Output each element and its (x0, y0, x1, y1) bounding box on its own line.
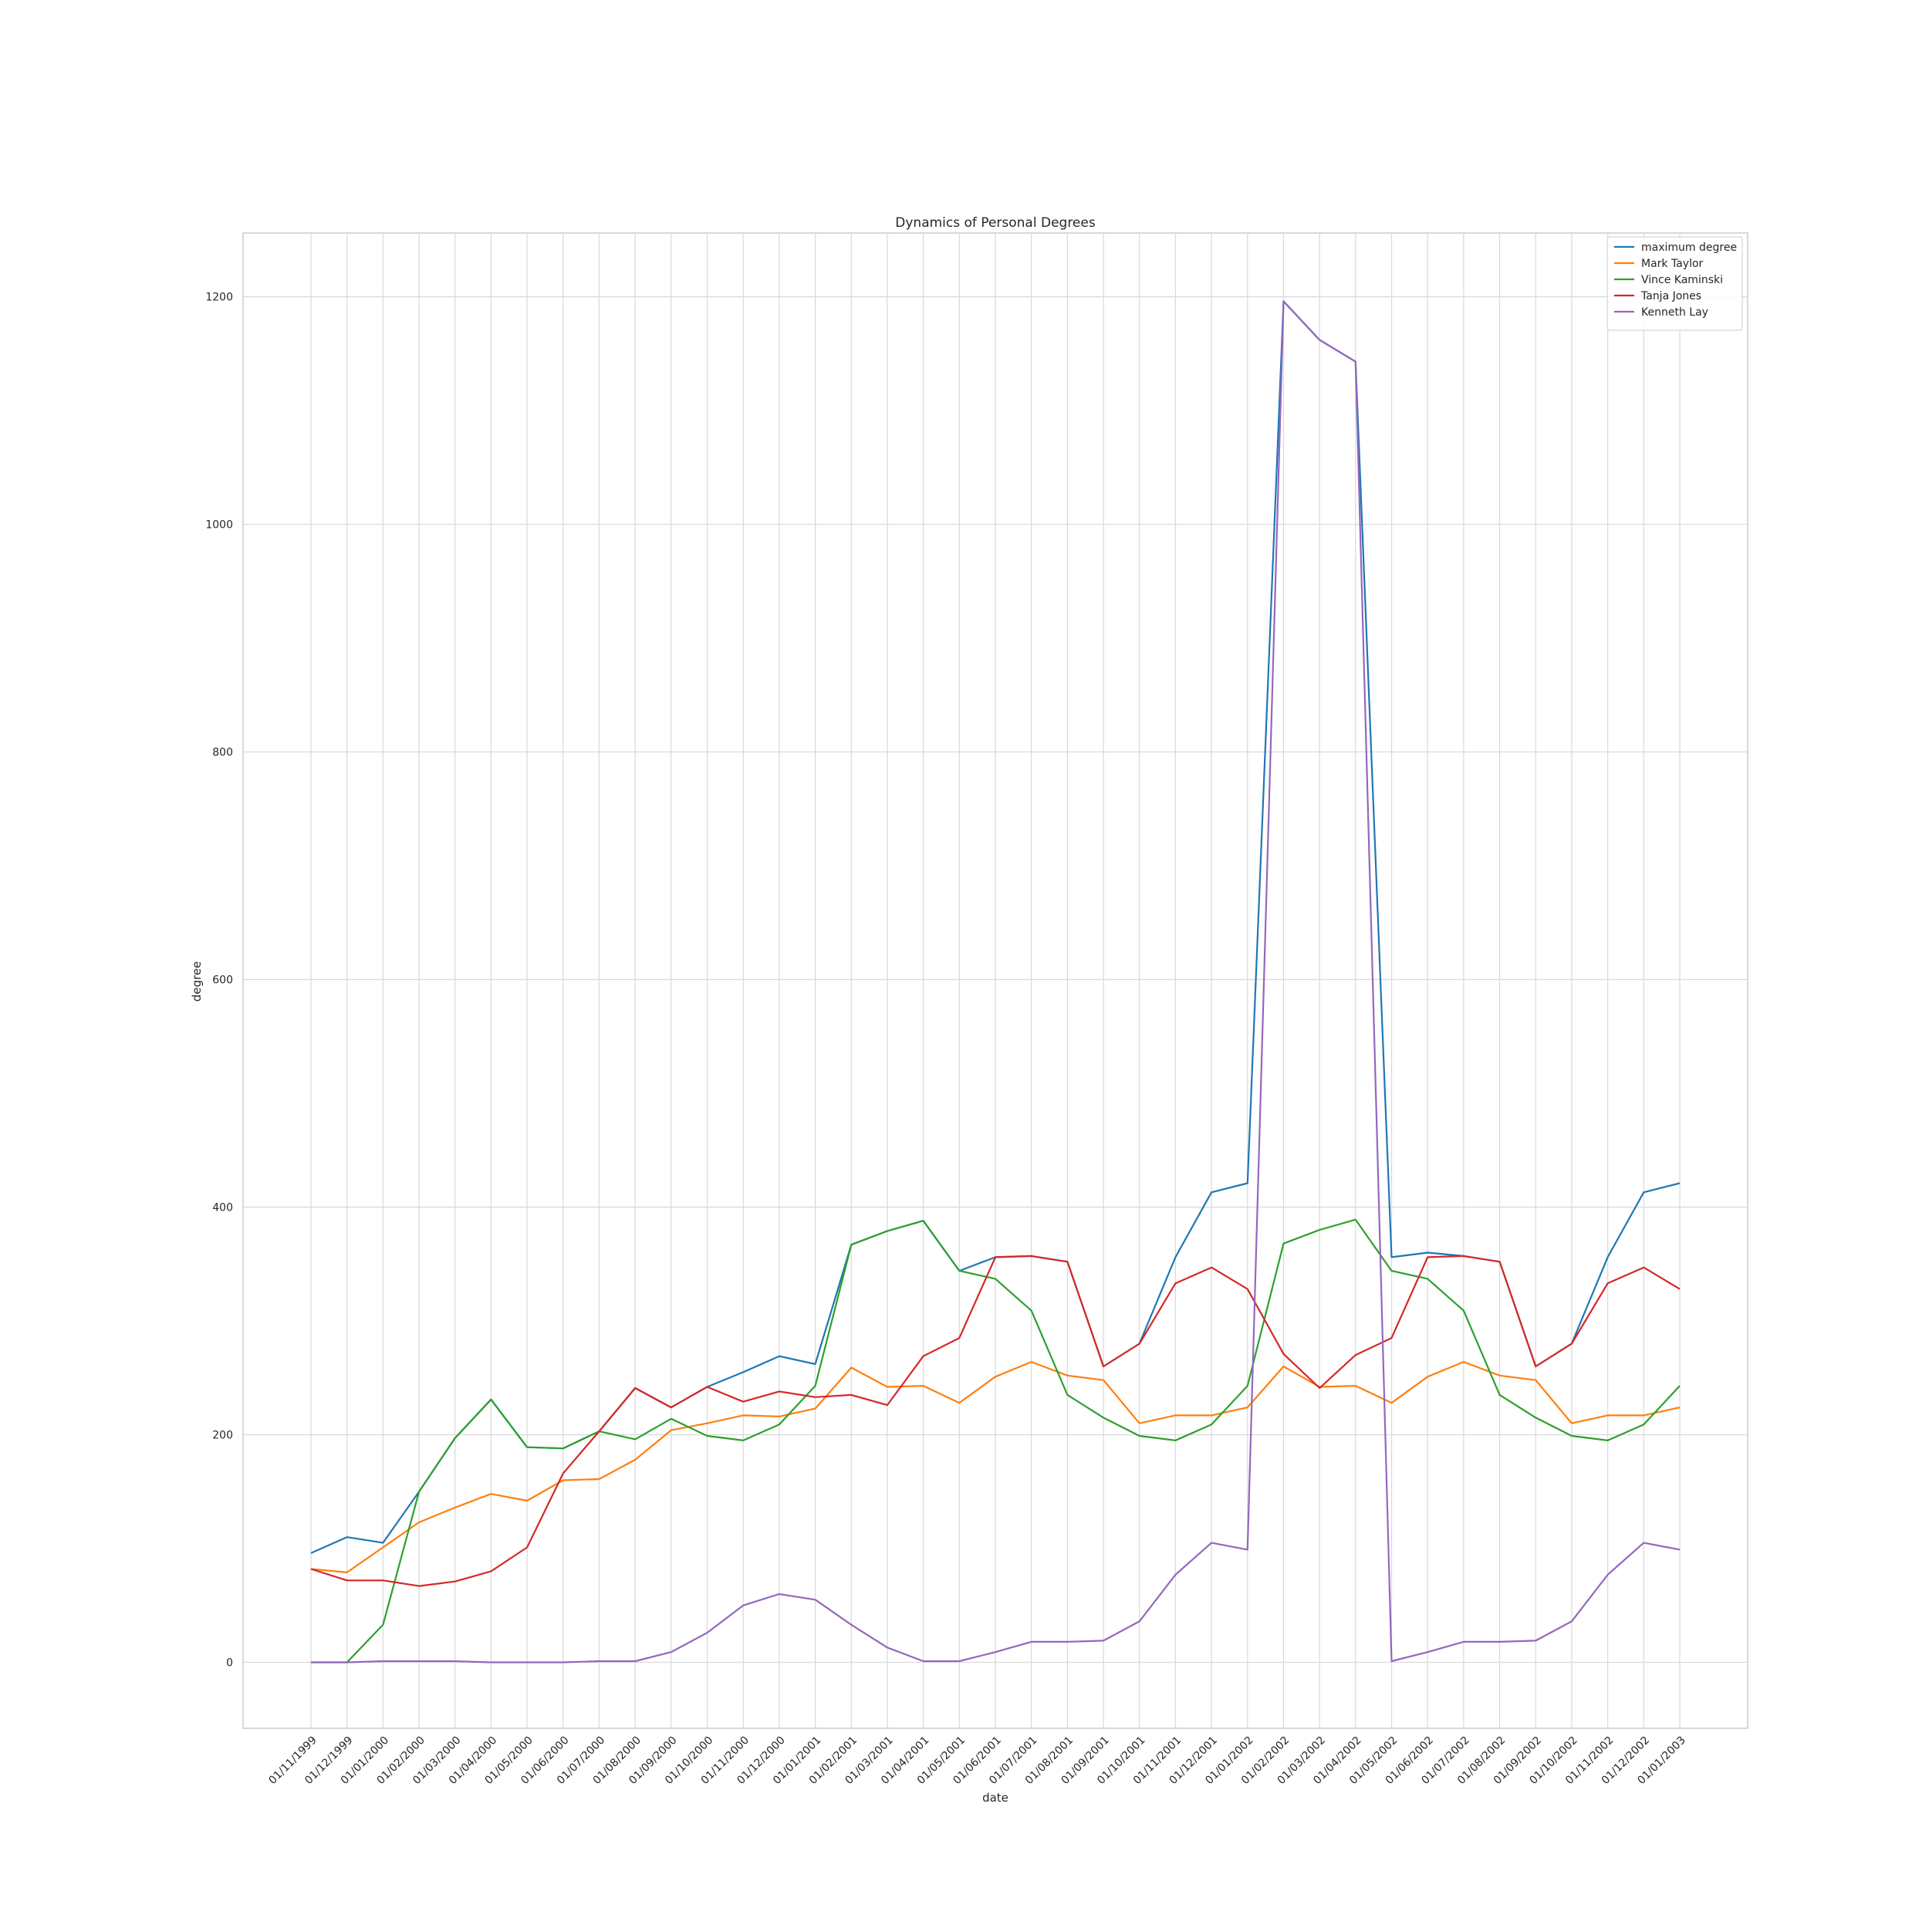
y-tick-label: 1000 (205, 519, 233, 532)
y-tick-label: 800 (212, 747, 233, 759)
grid (243, 233, 1748, 1728)
y-axis-title: degree (190, 961, 204, 1002)
legend-label: Kenneth Lay (1641, 306, 1708, 319)
series-line (311, 1218, 1681, 1663)
legend-label: Tanja Jones (1640, 290, 1701, 302)
series-lines (310, 300, 1681, 1663)
series-line (310, 1360, 1681, 1574)
legend: maximum degree Mark Taylor Vince Kaminski T… (1606, 236, 1743, 331)
y-tick-label: 600 (212, 974, 233, 987)
legend-label: maximum degree (1641, 242, 1737, 254)
y-tick-label: 200 (212, 1429, 233, 1441)
legend-label: Vince Kaminski (1641, 274, 1723, 286)
series-line (311, 300, 1681, 1663)
x-axis-title: date (982, 1791, 1008, 1805)
y-tick-label: 0 (226, 1657, 233, 1669)
legend-box (1606, 236, 1743, 331)
x-ticks: 01/11/199901/12/199901/01/200001/02/2000… (266, 1734, 1687, 1787)
chart-title: Dynamics of Personal Degrees (895, 215, 1096, 231)
y-tick-label: 400 (212, 1202, 233, 1214)
series-line (310, 1255, 1681, 1587)
legend-label: Mark Taylor (1641, 258, 1704, 270)
y-tick-label: 1200 (205, 292, 233, 304)
y-ticks: 0 200 400 600 800 1000 1200 (205, 292, 233, 1670)
